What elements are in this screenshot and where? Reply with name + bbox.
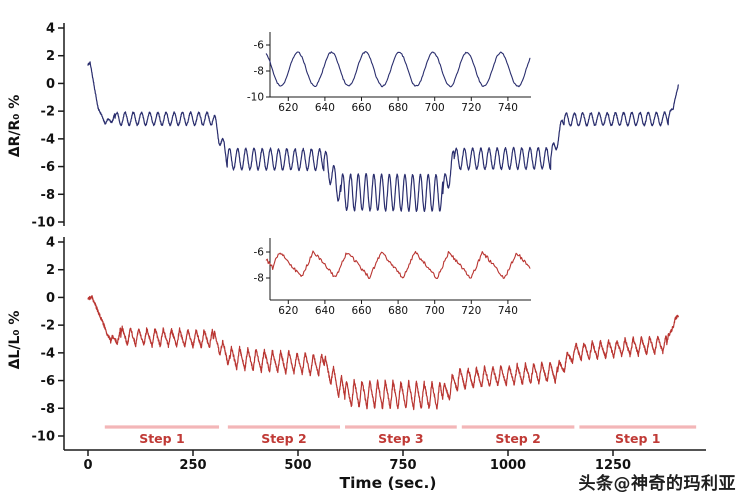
y-tick-label: 2 (46, 49, 55, 64)
strain-inset-line (265, 250, 531, 280)
x-tick-label: 0 (83, 458, 92, 473)
resistance-inset: -6 -8 -10 620 640 660 680 700 720 740 (247, 32, 531, 114)
inset-x-tick-label: 660 (351, 102, 371, 114)
y-tick-label: -2 (41, 105, 55, 120)
y-tick-label: 0 (46, 77, 55, 92)
inset-x-tick-label: 620 (278, 305, 298, 317)
x-axis: 0 250 500 750 1000 1250 Time (sec.) (64, 449, 706, 492)
inset-x-tick-label: 640 (315, 305, 335, 317)
inset-y-tick-label: -8 (254, 273, 264, 285)
inset-x-tick-label: 700 (425, 305, 445, 317)
step-annotations: Step 1 Step 2 Step 3 Step 2 Step 1 (104, 425, 697, 446)
y-tick-label: -4 (41, 346, 55, 361)
y-axis-title: ΔR/R₀ % (7, 95, 23, 158)
x-tick-label: 250 (179, 458, 206, 473)
inset-x-tick-label: 720 (461, 102, 481, 114)
step-label: Step 1 (615, 431, 660, 446)
y-tick-label: -10 (32, 429, 56, 444)
resistance-inset-line (265, 51, 531, 88)
step-label: Step 2 (261, 431, 306, 446)
y-axis-title: ΔL/L₀ % (7, 311, 23, 370)
inset-x-tick-label: 740 (498, 102, 518, 114)
strain-series-line (87, 295, 679, 411)
resistance-series-line (87, 61, 679, 212)
y-tick-label: -4 (41, 132, 55, 147)
step-label: Step 1 (139, 431, 184, 446)
y-tick-label: 4 (46, 22, 55, 37)
y-tick-label: 2 (46, 263, 55, 278)
inset-x-tick-label: 720 (461, 305, 481, 317)
watermark: 头条@神奇的玛利亚 (578, 474, 736, 494)
y-tick-label: 0 (46, 291, 55, 306)
x-tick-label: 1000 (490, 458, 526, 473)
inset-y-tick-label: -8 (254, 66, 264, 78)
y-tick-label: -6 (41, 374, 55, 389)
inset-x-tick-label: 660 (351, 305, 371, 317)
step-label: Step 3 (378, 431, 423, 446)
x-tick-label: 750 (389, 458, 416, 473)
x-tick-label: 1250 (595, 458, 631, 473)
resistance-panel: 4 2 0 -2 -4 -6 -8 -10 ΔR/R₀ % (7, 22, 679, 230)
x-axis-title: Time (sec.) (340, 474, 437, 492)
inset-y-tick-label: -6 (254, 247, 265, 259)
inset-x-tick-label: 620 (278, 102, 298, 114)
inset-y-tick-label: -10 (247, 92, 264, 104)
y-tick-label: -8 (41, 188, 55, 203)
inset-x-tick-label: 640 (315, 102, 335, 114)
y-tick-label: -6 (41, 160, 55, 175)
y-tick-label: -2 (41, 319, 55, 334)
y-tick-label: -8 (41, 402, 55, 417)
y-tick-label: -10 (32, 215, 56, 230)
y-tick-label: 4 (46, 236, 55, 251)
step-label: Step 2 (495, 431, 540, 446)
inset-x-tick-label: 680 (388, 305, 408, 317)
inset-x-tick-label: 680 (388, 102, 408, 114)
inset-y-tick-label: -6 (254, 40, 265, 52)
x-tick-label: 500 (284, 458, 311, 473)
strain-panel: 4 2 0 -2 -4 -6 -8 -10 ΔL/L₀ % (7, 236, 679, 450)
inset-x-tick-label: 700 (425, 102, 445, 114)
strain-inset: -6 -8 620 640 660 680 700 720 740 (254, 238, 531, 317)
inset-x-tick-label: 740 (498, 305, 518, 317)
